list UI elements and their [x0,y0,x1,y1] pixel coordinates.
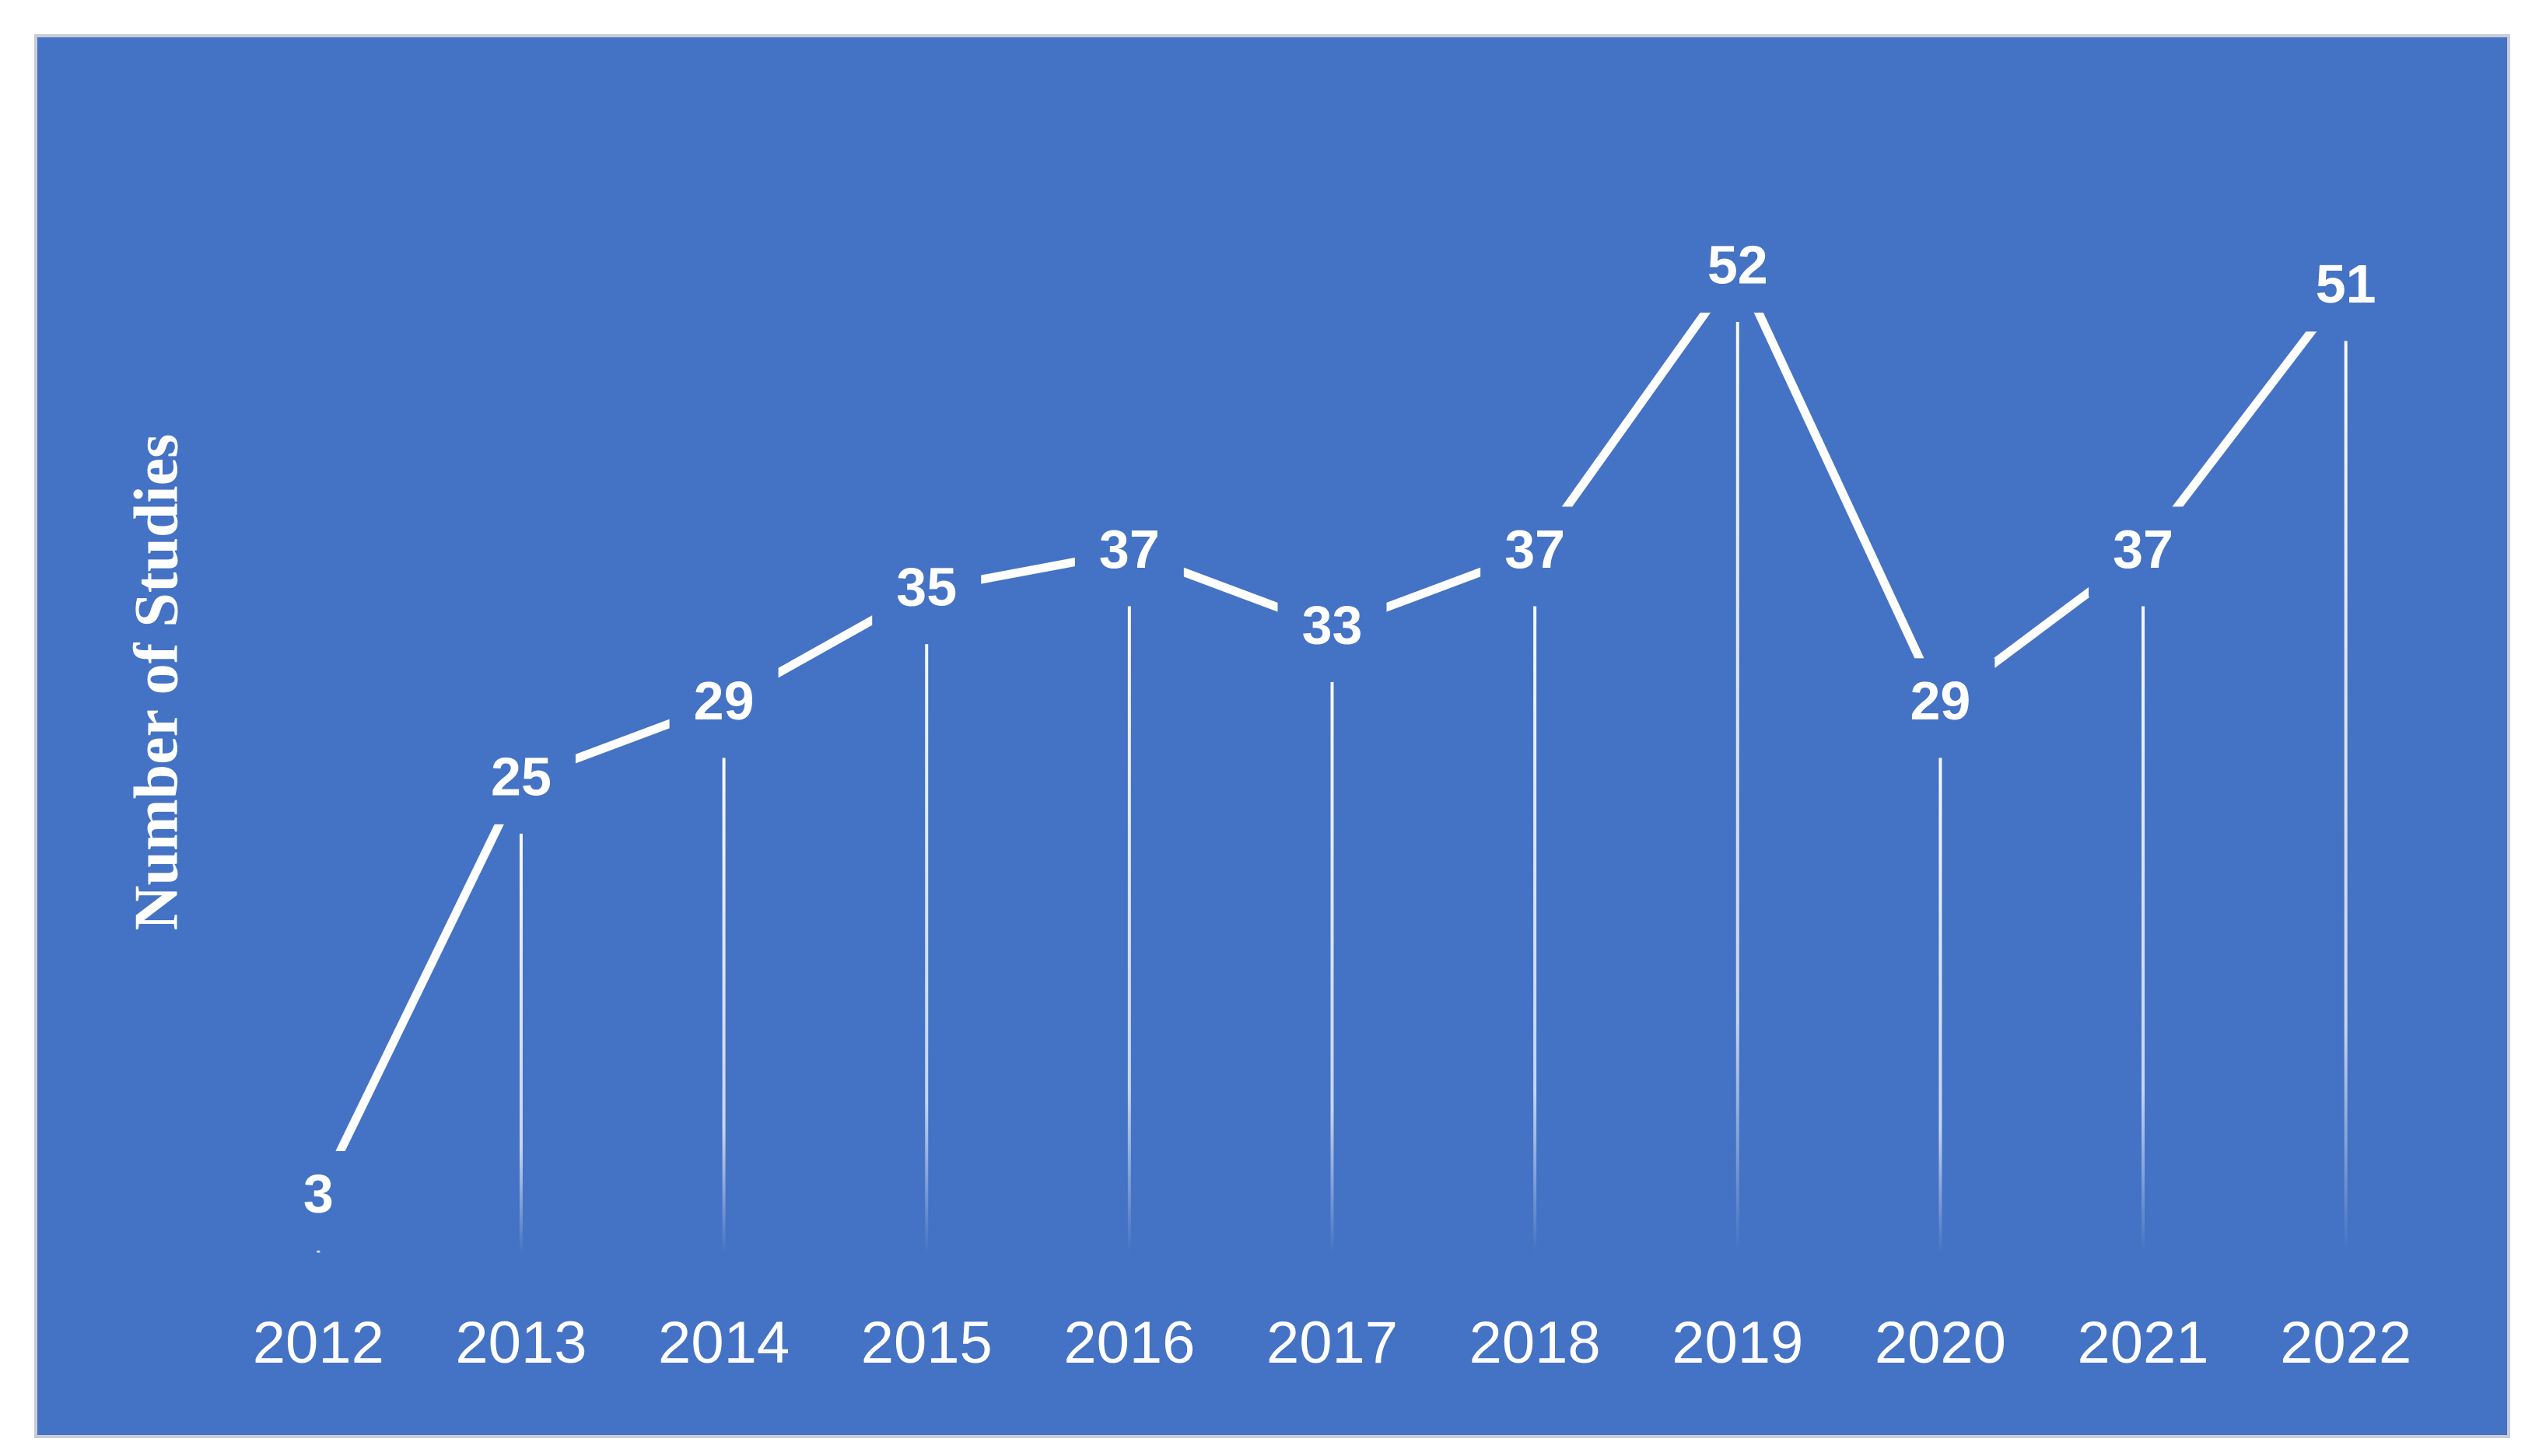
label-background [2291,241,2401,332]
data-label: 37 [2113,519,2173,579]
chart-background [34,34,2510,1438]
drop-line [2344,341,2348,1253]
label-background [1683,222,1792,313]
data-label: 52 [1707,234,1768,295]
label-background [466,733,576,824]
x-tick-label: 2014 [658,1310,790,1376]
drop-line [2142,606,2145,1253]
x-tick-label: 2016 [1063,1310,1195,1376]
label-background [2089,506,2198,597]
label-background [669,658,779,749]
data-label: 35 [896,557,957,618]
label-background [1277,582,1387,673]
x-tick-label: 2020 [1875,1310,2006,1376]
data-label: 37 [1099,519,1160,579]
label-background [872,544,982,635]
data-label: 37 [1504,519,1565,579]
x-tick-label: 2018 [1469,1310,1601,1376]
data-label: 33 [1302,594,1363,655]
data-label: 29 [1910,670,1970,731]
x-tick-label: 2021 [2078,1310,2209,1376]
x-tick-label: 2022 [2280,1310,2411,1376]
x-tick-label: 2013 [455,1310,587,1376]
drop-line [1533,606,1537,1253]
drop-line [317,1250,320,1253]
x-tick-label: 2012 [253,1310,384,1376]
label-background [264,1150,373,1241]
drop-line [1735,321,1739,1253]
data-label: 29 [694,670,755,731]
x-tick-label: 2019 [1672,1310,1803,1376]
label-background [1886,658,1995,749]
label-background [1480,506,1590,597]
drop-line [1938,758,1942,1253]
x-tick-label: 2015 [861,1310,993,1376]
drop-line [1127,606,1131,1253]
data-label: 51 [2316,254,2376,314]
drop-line [722,758,726,1253]
x-tick-label: 2017 [1266,1310,1398,1376]
y-axis-title: Number of Studies [122,434,191,931]
data-label: 25 [491,746,552,807]
drop-line [1330,681,1334,1253]
data-label: 3 [303,1163,334,1223]
label-background [1074,506,1184,597]
drop-line [925,644,929,1253]
drop-line [519,833,523,1253]
